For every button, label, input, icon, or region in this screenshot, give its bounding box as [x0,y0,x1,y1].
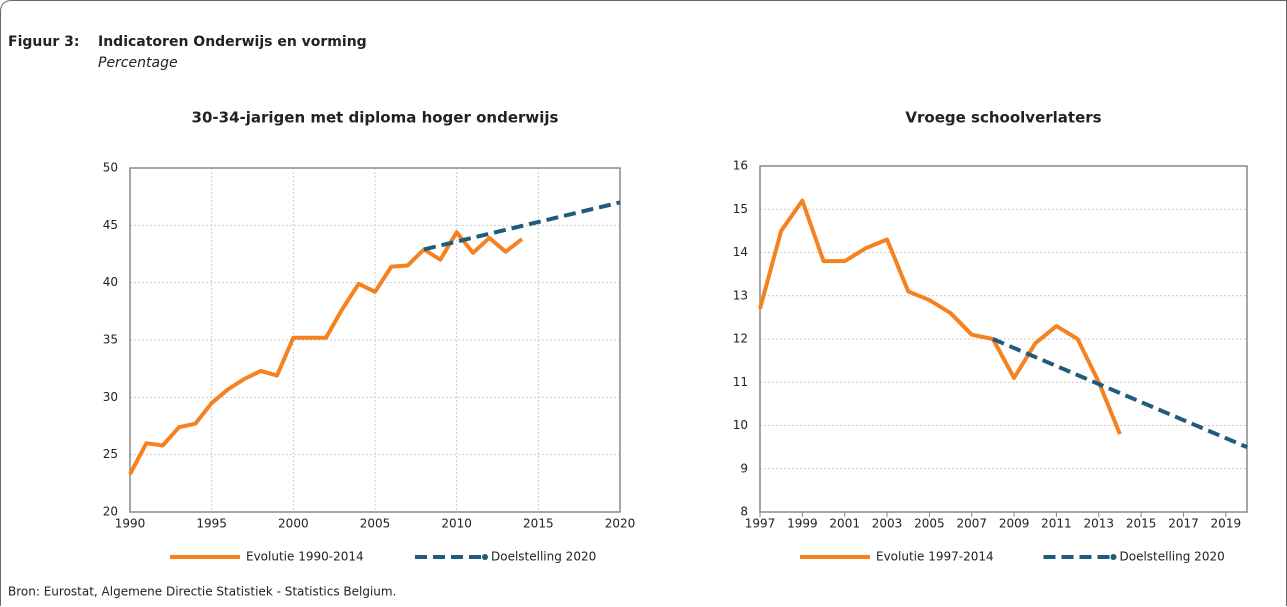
y-tick-label: 12 [733,332,748,346]
x-tick-label: 2005 [914,517,945,531]
legend-marker [482,554,488,560]
y-tick-label: 14 [733,245,748,259]
y-tick-label: 11 [733,375,748,389]
x-tick-label: 2000 [278,517,309,531]
x-tick-label: 2010 [441,517,472,531]
figure-subtitle: Percentage [98,55,178,71]
source: Bron: Eurostat, Algemene Directie Statis… [8,585,396,599]
y-tick-label: 40 [103,275,118,289]
plot-frame [759,165,1248,513]
x-tick-label: 2019 [1211,517,1242,531]
x-tick-label: 2015 [1126,517,1157,531]
x-tick-label: 2005 [360,517,391,531]
series-line [423,200,621,252]
y-tick-label: 10 [733,418,748,432]
y-tick-label: 16 [733,159,748,173]
x-tick-label: 1995 [196,517,227,531]
x-tick-label: 2013 [1084,517,1115,531]
series-line [992,337,1248,449]
y-tick-label: 13 [733,288,748,302]
x-tick-label: 2001 [829,517,860,531]
series-line [758,198,1122,435]
legend-label: Doelstelling 2020 [491,550,596,564]
x-tick-label: 2020 [605,517,636,531]
y-tick-label: 8 [740,505,748,519]
y-tick-label: 9 [740,461,748,475]
x-tick-label: 1990 [115,517,146,531]
chart-title: Vroege schoolverlaters [905,109,1101,127]
x-tick-label: 2015 [523,517,554,531]
y-tick-label: 50 [103,161,118,175]
x-tick-label: 1997 [745,517,776,531]
x-tick-label: 2011 [1041,517,1072,531]
figure-title: Indicatoren Onderwijs en vorming [98,34,367,50]
legend-marker [1110,554,1117,560]
y-tick-label: 45 [103,218,118,232]
y-tick-label: 35 [103,333,118,347]
x-tick-label: 2007 [956,517,987,531]
x-tick-label: 2003 [872,517,903,531]
series-line [128,230,524,476]
legend-label: Evolutie 1997-2014 [876,550,994,564]
figure-label: Figuur 3: [8,34,79,50]
x-tick-label: 2009 [999,517,1030,531]
x-tick-label: 1999 [787,517,818,531]
legend-label: Doelstelling 2020 [1120,550,1225,564]
y-tick-label: 20 [103,505,118,519]
y-tick-label: 25 [103,447,118,461]
y-tick-label: 15 [733,202,748,216]
x-tick-label: 2017 [1168,517,1199,531]
y-tick-label: 30 [103,390,118,404]
legend-label: Evolutie 1990-2014 [246,550,364,564]
chart-title: 30-34-jarigen met diploma hoger onderwij… [192,109,559,127]
plot-frame [129,167,621,513]
